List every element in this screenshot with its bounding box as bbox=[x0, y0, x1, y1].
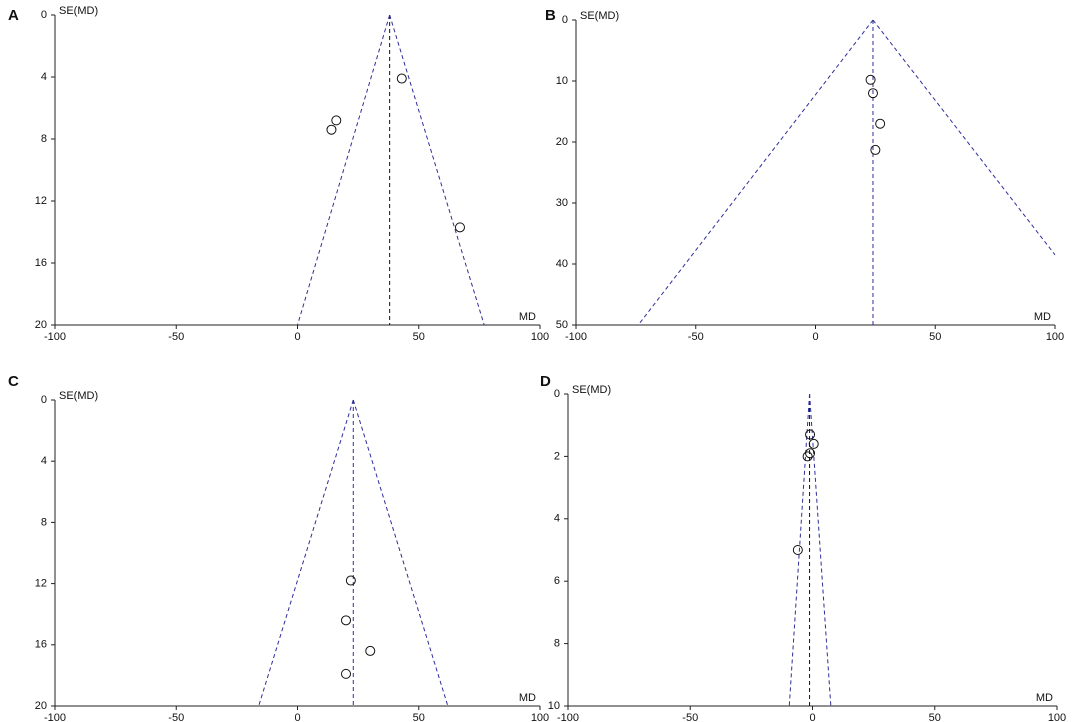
panel-label: C bbox=[8, 373, 19, 390]
y-axis-label: SE(MD) bbox=[580, 10, 619, 22]
study-point bbox=[331, 115, 342, 126]
x-tick-label: 0 bbox=[294, 331, 300, 343]
x-tick-label: 50 bbox=[929, 331, 941, 343]
y-tick-label: 6 bbox=[554, 575, 560, 587]
study-point bbox=[808, 438, 819, 449]
funnel-line bbox=[872, 19, 1056, 256]
y-tick-label: 8 bbox=[554, 638, 560, 650]
funnel-line bbox=[809, 393, 832, 707]
y-tick-label: 16 bbox=[35, 257, 47, 269]
y-tick-label: 0 bbox=[41, 394, 47, 406]
x-tick-label: 100 bbox=[1046, 331, 1064, 343]
x-tick-label: 50 bbox=[413, 331, 425, 343]
x-axis-label: MD bbox=[1036, 692, 1053, 704]
y-tick-label: 0 bbox=[554, 388, 560, 400]
y-tick-label: 12 bbox=[35, 195, 47, 207]
y-tick-label: 8 bbox=[41, 516, 47, 528]
funnel-line bbox=[788, 393, 811, 707]
y-tick-label: 20 bbox=[35, 319, 47, 331]
study-point bbox=[802, 451, 813, 462]
study-point bbox=[341, 668, 351, 679]
y-tick-label: 0 bbox=[562, 14, 568, 26]
y-tick-label: 2 bbox=[554, 450, 560, 462]
x-tick-label: -50 bbox=[682, 712, 698, 722]
study-point bbox=[454, 222, 465, 233]
y-tick-label: 10 bbox=[548, 700, 560, 712]
x-tick-label: 50 bbox=[929, 712, 941, 722]
x-tick-label: 100 bbox=[531, 712, 549, 722]
x-tick-label: -100 bbox=[565, 331, 587, 343]
x-axis-label: MD bbox=[519, 311, 536, 323]
x-axis-label: MD bbox=[519, 692, 536, 704]
funnel-line bbox=[352, 399, 449, 707]
panel-label: D bbox=[540, 373, 551, 390]
y-axis-label: SE(MD) bbox=[59, 5, 98, 17]
y-axis-label: SE(MD) bbox=[572, 384, 611, 396]
x-tick-label: 100 bbox=[1048, 712, 1066, 722]
y-tick-label: 0 bbox=[41, 9, 47, 21]
study-point bbox=[870, 144, 881, 155]
panel-label: B bbox=[545, 7, 556, 24]
x-tick-label: -50 bbox=[168, 331, 184, 343]
y-tick-label: 50 bbox=[556, 319, 568, 331]
x-tick-label: 0 bbox=[809, 712, 815, 722]
x-tick-label: -100 bbox=[44, 331, 66, 343]
funnel-line bbox=[389, 14, 485, 326]
funnel-line bbox=[297, 14, 391, 326]
y-tick-label: 8 bbox=[41, 133, 47, 145]
x-tick-label: 50 bbox=[413, 712, 425, 722]
y-tick-label: 4 bbox=[41, 455, 47, 467]
study-point bbox=[396, 73, 407, 84]
x-axis-label: MD bbox=[1034, 311, 1051, 323]
x-tick-label: 100 bbox=[531, 331, 549, 343]
x-tick-label: 0 bbox=[812, 331, 818, 343]
x-tick-label: -100 bbox=[557, 712, 579, 722]
y-tick-label: 4 bbox=[554, 513, 560, 525]
study-point bbox=[792, 545, 803, 555]
y-tick-label: 10 bbox=[556, 75, 568, 87]
panel-label: A bbox=[8, 7, 19, 24]
study-point bbox=[875, 118, 886, 129]
study-point bbox=[867, 88, 878, 99]
x-tick-label: -100 bbox=[44, 712, 66, 722]
study-point bbox=[326, 124, 337, 135]
x-tick-label: -50 bbox=[168, 712, 184, 722]
study-point bbox=[345, 575, 356, 586]
funnel-line bbox=[637, 19, 874, 326]
study-point bbox=[365, 645, 376, 656]
x-tick-label: -50 bbox=[688, 331, 704, 343]
funnel-line bbox=[258, 399, 354, 707]
y-tick-label: 40 bbox=[556, 258, 568, 270]
study-point bbox=[865, 74, 876, 85]
y-tick-label: 30 bbox=[556, 197, 568, 209]
x-tick-label: 0 bbox=[294, 712, 300, 722]
y-tick-label: 20 bbox=[556, 136, 568, 148]
study-point bbox=[805, 448, 816, 459]
study-point bbox=[805, 429, 816, 440]
study-point bbox=[341, 615, 351, 626]
y-axis-label: SE(MD) bbox=[59, 390, 98, 402]
y-tick-label: 12 bbox=[35, 578, 47, 590]
y-tick-label: 4 bbox=[41, 71, 47, 83]
y-tick-label: 16 bbox=[35, 639, 47, 651]
y-tick-label: 20 bbox=[35, 700, 47, 712]
